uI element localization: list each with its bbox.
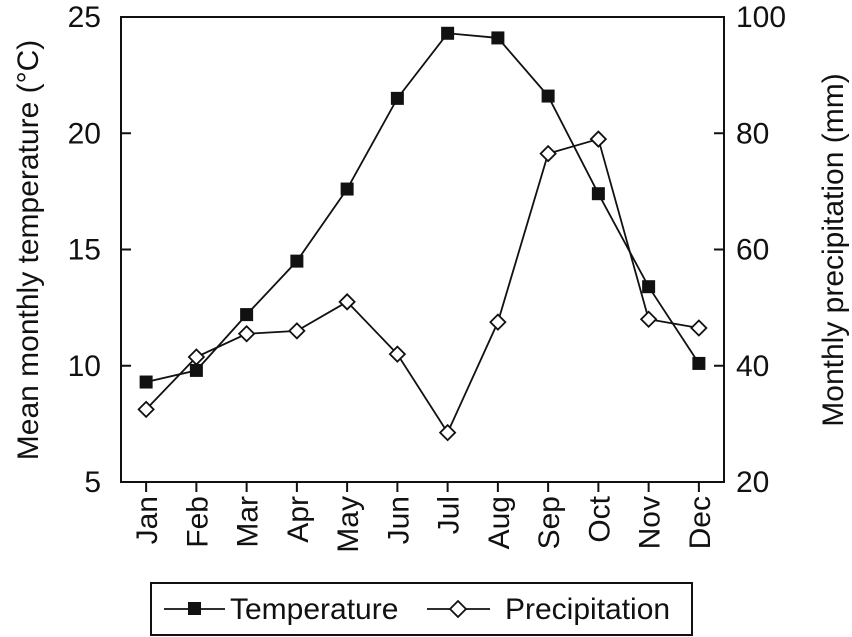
temperature-point: [390, 91, 404, 105]
legend: Temperature Precipitation: [150, 582, 693, 636]
left-axis: 5 10 15 20 25: [68, 1, 131, 499]
precipitation-point: [438, 423, 457, 442]
left-tick-label: 10: [68, 350, 101, 383]
precipitation-point: [237, 325, 256, 343]
precipitation-point: [187, 348, 206, 366]
temperature-point: [139, 375, 153, 389]
temperature-point: [642, 280, 656, 294]
x-tick-label: Nov: [634, 496, 667, 549]
temperature-point: [340, 182, 354, 196]
legend-precipitation-label: Precipitation: [505, 593, 670, 626]
x-tick-label: Oct: [583, 495, 616, 542]
temperature-point: [189, 363, 203, 377]
right-tick-label: 80: [736, 117, 769, 150]
right-tick-label: 40: [736, 350, 769, 383]
x-tick-label: Feb: [181, 496, 214, 548]
x-tick-label: Aug: [483, 496, 516, 549]
x-tick-label: Jan: [131, 496, 164, 544]
left-tick-label: 20: [68, 117, 101, 150]
x-axis: Jan Feb Mar Apr May Jun Jul Aug Sep Oct Nov Dec: [131, 482, 717, 553]
temperature-point: [240, 308, 254, 322]
x-tick-label: Jul: [433, 496, 466, 534]
precipitation-point: [639, 310, 658, 329]
precipitation-series-line: [145, 137, 700, 435]
legend-precipitation-marker: [448, 599, 468, 619]
temperature-point: [441, 26, 455, 40]
x-tick-label: Mar: [232, 496, 265, 548]
series-lines: [145, 32, 700, 435]
precipitation-point: [539, 144, 557, 163]
temperature-point: [491, 31, 505, 45]
right-tick-label: 60: [736, 234, 769, 267]
precipitation-point: [489, 313, 507, 331]
temperature-point: [541, 89, 555, 103]
x-tick-label: Apr: [282, 496, 315, 543]
x-tick-label: Dec: [684, 496, 717, 549]
x-tick-label: May: [332, 496, 365, 553]
x-tick-label: Sep: [533, 496, 566, 549]
left-axis-title: Mean monthly temperature (°C): [12, 40, 45, 460]
left-tick-label: 15: [68, 234, 101, 267]
right-axis: 20 40 60 80 100: [714, 1, 786, 499]
plot-frame: [120, 16, 725, 483]
legend-box: [150, 582, 693, 636]
precipitation-point: [589, 130, 608, 148]
precipitation-point: [288, 322, 306, 340]
right-tick-label: 100: [736, 1, 786, 34]
series-markers: [137, 26, 708, 442]
left-tick-label: 25: [68, 1, 101, 34]
precipitation-point: [690, 319, 708, 337]
legend-temperature-marker: [188, 602, 201, 615]
temperature-series-line: [145, 32, 700, 383]
temperature-point: [692, 356, 706, 370]
right-axis-title: Monthly precipitation (mm): [817, 73, 850, 426]
right-tick-label: 20: [736, 466, 769, 499]
temperature-point: [591, 187, 605, 201]
legend-temperature-label: Temperature: [230, 593, 398, 626]
precipitation-point: [338, 293, 356, 311]
temperature-point: [290, 254, 304, 268]
precipitation-point: [388, 345, 407, 363]
x-tick-label: Jun: [382, 496, 415, 544]
precipitation-point: [137, 400, 155, 419]
left-tick-label: 5: [84, 466, 101, 499]
